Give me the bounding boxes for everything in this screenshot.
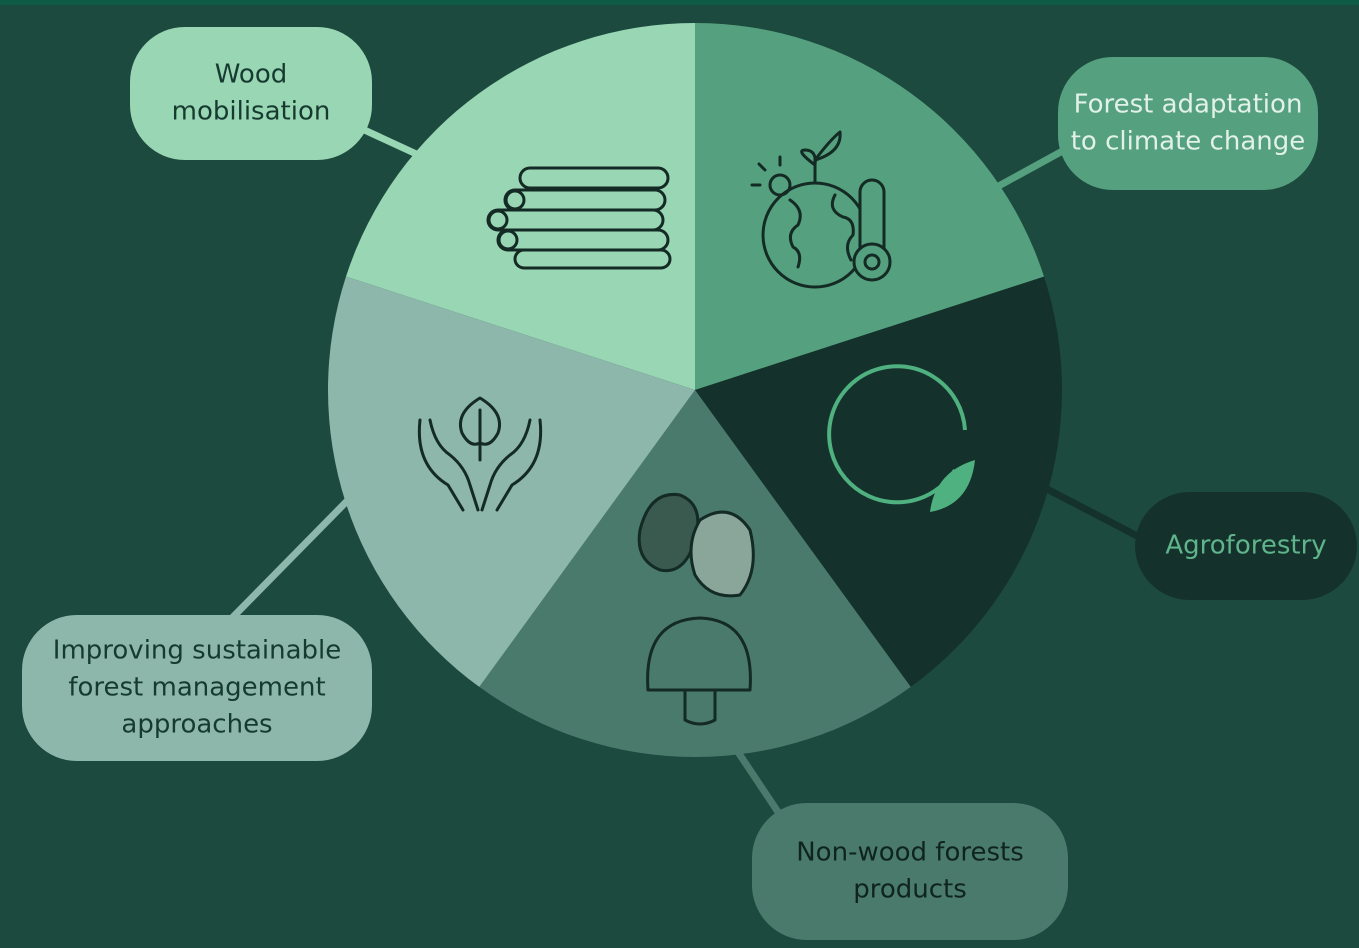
node-label: Improving sustainable	[53, 636, 341, 666]
node-label: approaches	[121, 710, 272, 740]
node-label: Agroforestry	[1165, 531, 1326, 561]
node-label: to climate change	[1071, 127, 1306, 157]
node-label: Wood	[215, 60, 288, 90]
node-label: mobilisation	[172, 97, 331, 127]
node-label: Non-wood forests	[796, 838, 1024, 868]
diagram: Wood mobilisation Forest adaptation to clim…	[0, 0, 1359, 948]
label-pill	[1058, 57, 1318, 190]
node-label: products	[853, 875, 967, 905]
top-border	[0, 0, 1359, 5]
label-pill	[130, 27, 372, 160]
label-pill	[752, 803, 1068, 940]
node-label: forest management	[68, 673, 325, 703]
node-label: Forest adaptation	[1074, 90, 1303, 120]
